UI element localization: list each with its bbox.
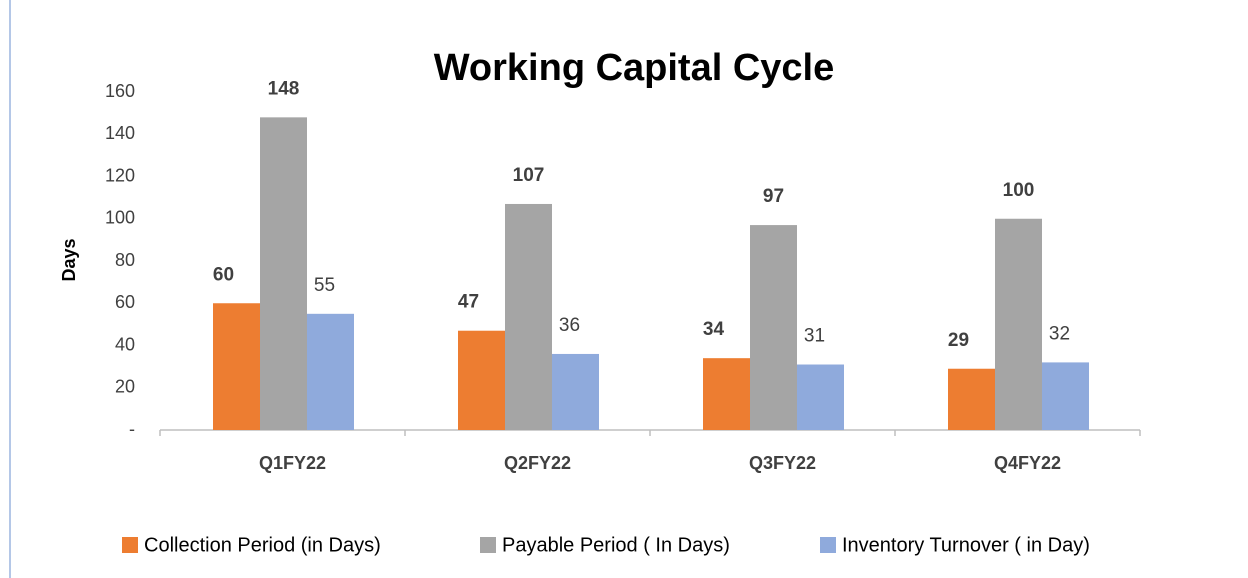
data-label: 29 (948, 330, 969, 351)
y-tick-label: 40 (115, 334, 135, 354)
data-label: 31 (804, 326, 825, 347)
y-tick-label: 60 (115, 292, 135, 312)
x-tick-label: Q3FY22 (749, 453, 816, 473)
data-label: 47 (458, 292, 479, 313)
bar (213, 303, 260, 430)
bar (703, 358, 750, 430)
legend-label: Payable Period ( In Days) (502, 534, 730, 556)
chart-title: Working Capital Cycle (434, 47, 835, 89)
data-label: 97 (763, 186, 784, 207)
y-tick-label: 80 (115, 250, 135, 270)
y-axis-title: Days (59, 238, 79, 281)
x-tick-label: Q1FY22 (259, 453, 326, 473)
y-tick-label: 120 (105, 165, 135, 185)
bar (995, 218, 1042, 430)
bar (458, 330, 505, 430)
data-label: 148 (268, 78, 300, 99)
y-tick-label: 160 (105, 81, 135, 101)
y-tick-label: 20 (115, 377, 135, 397)
data-label: 36 (559, 315, 580, 336)
data-label: 100 (1003, 180, 1035, 201)
data-label: 55 (314, 275, 335, 296)
bar (750, 225, 797, 430)
bar (552, 353, 599, 430)
data-label: 32 (1049, 323, 1070, 344)
y-tick-label: 140 (105, 123, 135, 143)
legend-label: Collection Period (in Days) (144, 534, 381, 556)
data-label: 60 (213, 264, 234, 285)
bar (307, 313, 354, 430)
legend-swatch (820, 537, 836, 553)
legend-label: Inventory Turnover ( in Day) (842, 534, 1090, 556)
legend-swatch (480, 537, 496, 553)
data-label: 107 (513, 165, 545, 186)
legend-swatch (122, 537, 138, 553)
bar (505, 203, 552, 430)
y-tick-label: - (129, 419, 135, 439)
x-tick-label: Q4FY22 (994, 453, 1061, 473)
data-label: 34 (703, 319, 725, 340)
bar (797, 364, 844, 430)
bar (260, 117, 307, 430)
bar (948, 368, 995, 430)
bar (1042, 362, 1089, 430)
y-tick-label: 100 (105, 208, 135, 228)
x-tick-label: Q2FY22 (504, 453, 571, 473)
